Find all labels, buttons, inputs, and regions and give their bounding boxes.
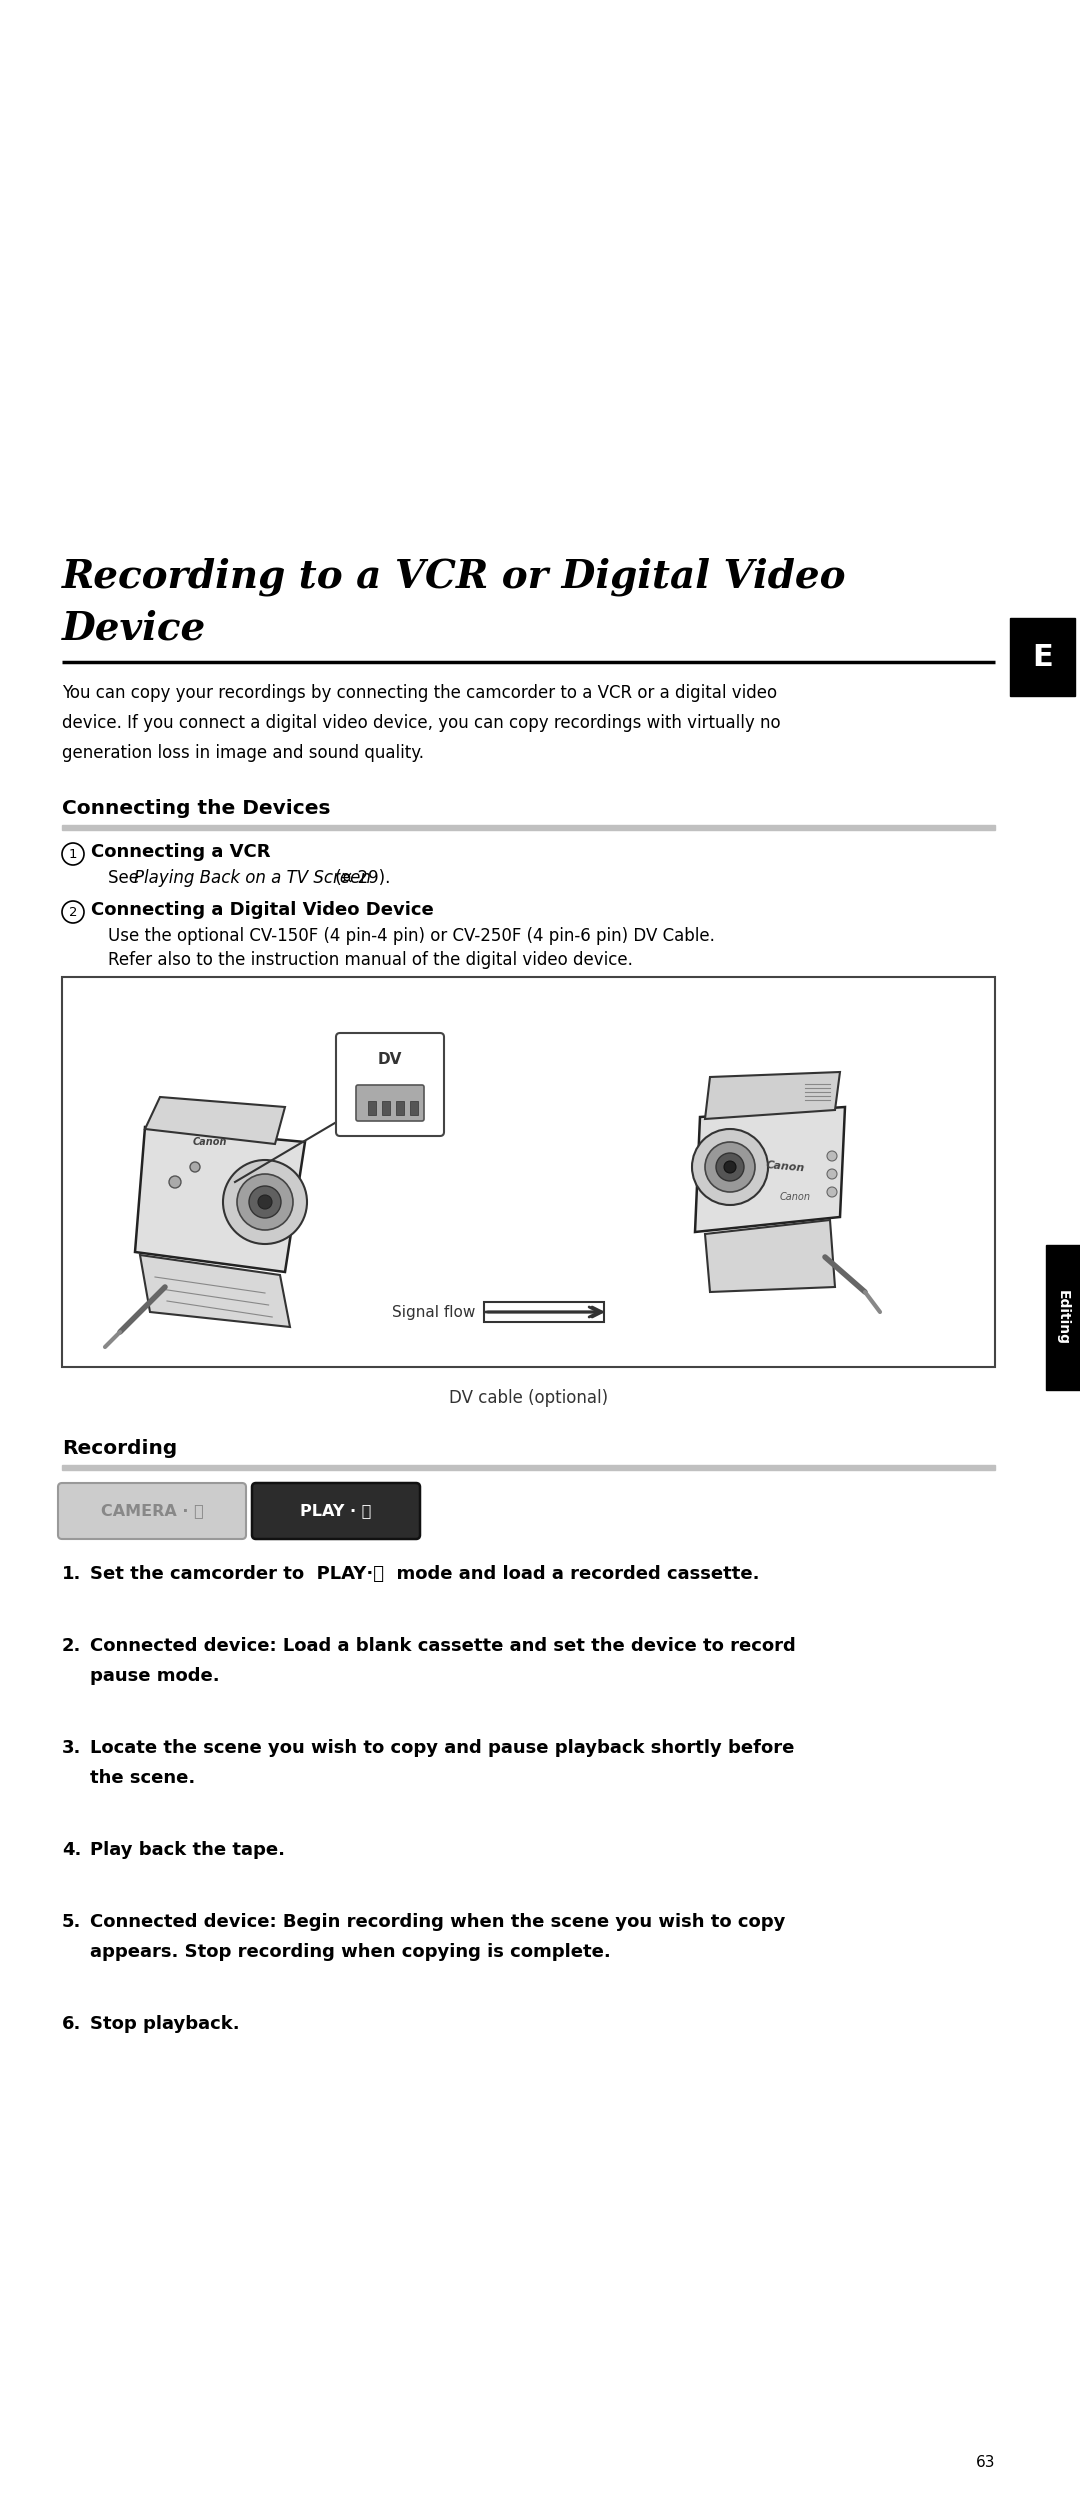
- Circle shape: [716, 1152, 744, 1182]
- FancyBboxPatch shape: [336, 1034, 444, 1137]
- FancyBboxPatch shape: [58, 1482, 246, 1540]
- Text: 63: 63: [975, 2454, 995, 2469]
- Bar: [1010, 618, 1075, 696]
- Text: Canon: Canon: [765, 1159, 805, 1174]
- Text: Connecting a Digital Video Device: Connecting a Digital Video Device: [91, 901, 434, 919]
- Bar: [410, 1102, 418, 1114]
- Text: DV: DV: [378, 1052, 402, 1067]
- Text: pause mode.: pause mode.: [90, 1668, 219, 1685]
- Circle shape: [222, 1159, 307, 1244]
- Circle shape: [724, 1162, 735, 1172]
- Circle shape: [62, 901, 84, 924]
- Polygon shape: [696, 1107, 845, 1232]
- FancyBboxPatch shape: [356, 1084, 424, 1122]
- Text: 2.: 2.: [62, 1638, 81, 1655]
- Text: Editing: Editing: [1056, 1290, 1070, 1345]
- Text: See: See: [108, 869, 145, 886]
- Text: Locate the scene you wish to copy and pause playback shortly before: Locate the scene you wish to copy and pa…: [90, 1738, 795, 1758]
- Polygon shape: [705, 1219, 835, 1292]
- Text: Recording to a VCR or Digital Video: Recording to a VCR or Digital Video: [62, 558, 847, 596]
- Text: the scene.: the scene.: [90, 1768, 195, 1788]
- Bar: [396, 1102, 404, 1114]
- Bar: [1047, 1244, 1080, 1390]
- Circle shape: [705, 1142, 755, 1192]
- Bar: [62, 1465, 995, 1470]
- Polygon shape: [705, 1072, 840, 1119]
- Text: Device: Device: [62, 611, 206, 649]
- Bar: [368, 1102, 376, 1114]
- Text: 6.: 6.: [62, 2016, 81, 2033]
- Circle shape: [62, 844, 84, 864]
- Text: Connected device: Begin recording when the scene you wish to copy: Connected device: Begin recording when t…: [90, 1913, 785, 1931]
- Circle shape: [249, 1187, 281, 1217]
- Bar: [62, 824, 995, 829]
- Circle shape: [692, 1129, 768, 1204]
- Text: 4.: 4.: [62, 1840, 81, 1858]
- Text: 2: 2: [69, 906, 78, 919]
- Text: PLAY · ⓿: PLAY · ⓿: [300, 1502, 372, 1517]
- Text: (¤ 29).: (¤ 29).: [330, 869, 390, 886]
- Text: Connecting a VCR: Connecting a VCR: [91, 844, 270, 861]
- Text: Connected device: Load a blank cassette and set the device to record: Connected device: Load a blank cassette …: [90, 1638, 796, 1655]
- Text: Set the camcorder to  PLAY·⓿  mode and load a recorded cassette.: Set the camcorder to PLAY·⓿ mode and loa…: [90, 1565, 759, 1583]
- Bar: [382, 1102, 390, 1114]
- Text: You can copy your recordings by connecting the camcorder to a VCR or a digital v: You can copy your recordings by connecti…: [62, 684, 778, 701]
- Text: Play back the tape.: Play back the tape.: [90, 1840, 285, 1858]
- Circle shape: [168, 1177, 181, 1187]
- Text: 5.: 5.: [62, 1913, 81, 1931]
- Text: Playing Back on a TV Screen: Playing Back on a TV Screen: [134, 869, 370, 886]
- Text: Refer also to the instruction manual of the digital video device.: Refer also to the instruction manual of …: [108, 952, 633, 969]
- Text: DV cable (optional): DV cable (optional): [449, 1390, 608, 1407]
- Text: Use the optional CV-150F (4 pin-4 pin) or CV-250F (4 pin-6 pin) DV Cable.: Use the optional CV-150F (4 pin-4 pin) o…: [108, 926, 715, 944]
- Circle shape: [237, 1174, 293, 1229]
- FancyBboxPatch shape: [252, 1482, 420, 1540]
- Text: appears. Stop recording when copying is complete.: appears. Stop recording when copying is …: [90, 1943, 611, 1961]
- Polygon shape: [145, 1097, 285, 1144]
- Polygon shape: [140, 1255, 291, 1327]
- Bar: [484, 1302, 604, 1322]
- Circle shape: [258, 1194, 272, 1209]
- Bar: [62, 977, 995, 1367]
- Text: 3.: 3.: [62, 1738, 81, 1758]
- Text: Canon: Canon: [780, 1192, 810, 1202]
- Text: Recording: Recording: [62, 1440, 177, 1457]
- Circle shape: [190, 1162, 200, 1172]
- Text: device. If you connect a digital video device, you can copy recordings with virt: device. If you connect a digital video d…: [62, 714, 781, 731]
- Text: 1.: 1.: [62, 1565, 81, 1583]
- Text: CAMERA · ⓿: CAMERA · ⓿: [100, 1502, 203, 1517]
- Text: 1: 1: [69, 846, 78, 861]
- Text: Connecting the Devices: Connecting the Devices: [62, 799, 330, 819]
- Text: Signal flow: Signal flow: [392, 1305, 475, 1320]
- Circle shape: [827, 1169, 837, 1179]
- Text: generation loss in image and sound quality.: generation loss in image and sound quali…: [62, 744, 424, 761]
- Text: Stop playback.: Stop playback.: [90, 2016, 240, 2033]
- Text: E: E: [1032, 644, 1053, 671]
- Polygon shape: [135, 1127, 305, 1272]
- Circle shape: [827, 1187, 837, 1197]
- Text: Canon: Canon: [192, 1137, 227, 1147]
- Circle shape: [827, 1152, 837, 1162]
